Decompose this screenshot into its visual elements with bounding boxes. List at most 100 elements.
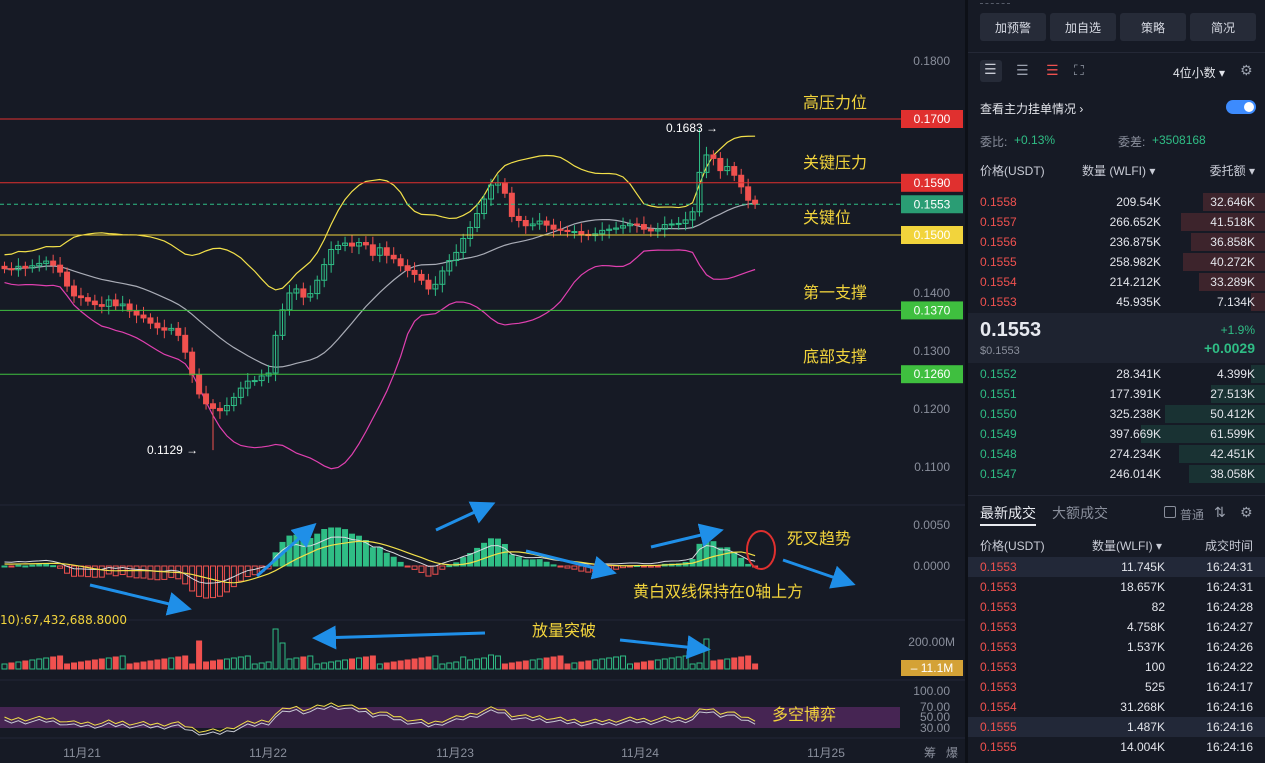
macd-bar: [425, 565, 432, 577]
trade-qty: 14.004K: [1120, 740, 1165, 754]
macd-bar: [154, 565, 161, 581]
overview-button[interactable]: 简况: [1190, 13, 1256, 41]
candlestick-chart[interactable]: – 11.1M 0.1700 高压力位 0.1590 关键压力 0.1500 关键位 0.1…: [0, 0, 965, 763]
candle-body: [390, 254, 397, 260]
trades-qty-header[interactable]: 数量(WLFI) ▾: [1092, 539, 1163, 553]
volume-bar: [314, 663, 321, 670]
candle-body: [606, 228, 613, 231]
main-orders-toggle[interactable]: [1226, 100, 1256, 114]
ask-row[interactable]: 0.1554 214.212K 33.289K: [968, 272, 1265, 292]
expand-icon[interactable]: ⛶: [1074, 62, 1084, 78]
ask-depth-bar: [1183, 253, 1265, 271]
trades-settings-icon[interactable]: ⚙: [1240, 504, 1253, 520]
volume-bar: [592, 659, 599, 670]
candle-body: [432, 283, 439, 290]
candle-body: [203, 393, 210, 405]
candle-body: [397, 258, 404, 267]
macd-dif-line: [4, 536, 756, 584]
trade-price: 0.1553: [980, 680, 1017, 694]
add-alert-button[interactable]: 加预警: [980, 13, 1046, 41]
ask-row[interactable]: 0.1556 236.875K 36.858K: [968, 232, 1265, 252]
panel-splitter[interactable]: [965, 0, 968, 763]
ask-depth-bar: [1191, 233, 1265, 251]
annotation-arrow: [525, 549, 617, 580]
bid-row[interactable]: 0.1549 397.669K 61.599K: [968, 424, 1265, 444]
add-watchlist-button[interactable]: 加自选: [1050, 13, 1116, 41]
change-percent: +1.9%: [1220, 323, 1255, 337]
settings-icon[interactable]: ⚙: [1240, 62, 1253, 78]
volume-bar: [710, 660, 717, 670]
macd-bar: [474, 547, 481, 567]
bid-row[interactable]: 0.1551 177.391K 27.513K: [968, 384, 1265, 404]
macd-bar: [98, 565, 105, 578]
volume-bar: [564, 663, 571, 670]
book-amount-header[interactable]: 委托额 ▾: [1209, 164, 1255, 178]
candle-body: [293, 288, 300, 294]
tab-latest-trades[interactable]: 最新成交: [980, 505, 1036, 521]
candle-body: [314, 279, 321, 295]
diff-label: 委差:: [1118, 135, 1146, 149]
ask-row[interactable]: 0.1555 258.982K 40.272K: [968, 252, 1265, 272]
volume-bar: [140, 661, 147, 670]
book-qty-header[interactable]: 数量 (WLFI) ▾: [1082, 164, 1156, 178]
bid-price: 0.1547: [980, 467, 1017, 481]
macd-bar: [460, 557, 467, 567]
candle-body: [36, 262, 43, 267]
candle-body: [654, 228, 661, 232]
candle-body: [258, 375, 265, 382]
macd-bar: [578, 565, 585, 572]
macd-bar: [335, 527, 342, 567]
candle-body: [543, 220, 550, 226]
trade-price: 0.1553: [980, 660, 1017, 674]
trade-qty: 1.487K: [1126, 720, 1165, 734]
trade-qty: 82: [1151, 600, 1165, 614]
rsi-band: [0, 707, 900, 728]
trade-price: 0.1553: [980, 560, 1017, 574]
volume-bar: [606, 657, 613, 670]
macd-bar: [349, 533, 355, 567]
bid-row[interactable]: 0.1547 246.014K 38.058K: [968, 464, 1265, 484]
book-both-view-button[interactable]: ☰: [980, 60, 1002, 82]
normal-checkbox[interactable]: [1164, 506, 1176, 518]
bid-row[interactable]: 0.1548 274.234K 42.451K: [968, 444, 1265, 464]
bid-row[interactable]: 0.1552 28.341K 4.399K: [968, 364, 1265, 384]
decimal-select[interactable]: 4位小数 ▾: [1173, 66, 1226, 80]
tab-large-trades[interactable]: 大额成交: [1052, 505, 1108, 521]
trade-time: 16:24:16: [1206, 740, 1253, 754]
volume-bar: [321, 662, 328, 670]
macd-bar: [397, 561, 404, 567]
macd-bar: [654, 565, 661, 568]
trade-price: 0.1553: [980, 580, 1017, 594]
time-axis-label: 11月23: [436, 746, 474, 760]
book-asks-icon[interactable]: ☰: [1046, 62, 1059, 78]
chart-area[interactable]: – 11.1M 0.1700 高压力位 0.1590 关键压力 0.1500 关键位 0.1…: [0, 0, 965, 763]
macd-bar: [50, 565, 57, 568]
diff-value: +3508168: [1152, 133, 1206, 147]
bid-row[interactable]: 0.1550 325.238K 50.412K: [968, 404, 1265, 424]
macd-bar: [515, 556, 522, 567]
liquidation-label: 爆: [946, 746, 958, 760]
book-price-header: 价格(USDT): [980, 164, 1045, 178]
ask-row[interactable]: 0.1558 209.54K 32.646K: [968, 192, 1265, 212]
volume-bar: [724, 658, 731, 670]
macd-bar: [230, 565, 237, 588]
filter-icon[interactable]: ⇅: [1214, 504, 1226, 520]
main-orders-link[interactable]: 查看主力挂单情况 ›: [980, 102, 1084, 116]
ask-qty: 236.875K: [1109, 235, 1161, 249]
macd-bar: [418, 565, 425, 573]
candle-body: [307, 293, 314, 298]
ask-amount: 40.272K: [1210, 255, 1255, 269]
bollinger-lower-line: [4, 249, 756, 470]
macd-bar: [710, 541, 717, 567]
bid-depth-bar: [1189, 465, 1265, 483]
trade-qty: 4.758K: [1126, 620, 1165, 634]
volume-bar: [752, 663, 759, 670]
macd-bar: [738, 557, 745, 567]
macd-bar: [571, 565, 578, 570]
macd-bar: [467, 553, 474, 567]
ask-row[interactable]: 0.1553 45.935K 7.134K: [968, 292, 1265, 312]
ask-row[interactable]: 0.1557 266.652K 41.518K: [968, 212, 1265, 232]
strategy-button[interactable]: 策略: [1120, 13, 1186, 41]
book-bids-icon[interactable]: ☰: [1016, 62, 1029, 78]
bid-amount: 4.399K: [1216, 367, 1255, 381]
